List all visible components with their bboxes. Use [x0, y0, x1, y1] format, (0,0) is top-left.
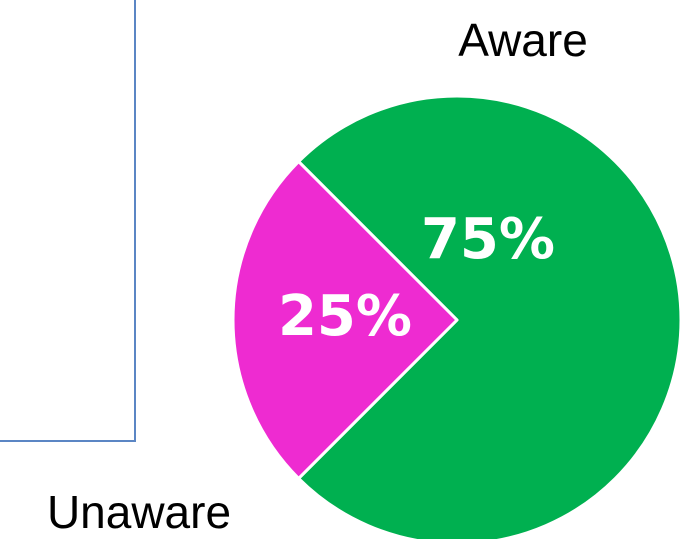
pie-slices: [231, 94, 680, 539]
data-label-aware: 75%: [421, 207, 555, 272]
data-label-unaware: 25%: [278, 284, 412, 349]
pie-slice-unaware: [231, 160, 459, 480]
category-label-aware: Aware: [458, 14, 588, 66]
divider-frame: [0, 0, 136, 442]
category-label-unaware: Unaware: [47, 486, 231, 538]
pie-slice-aware: [297, 94, 680, 539]
